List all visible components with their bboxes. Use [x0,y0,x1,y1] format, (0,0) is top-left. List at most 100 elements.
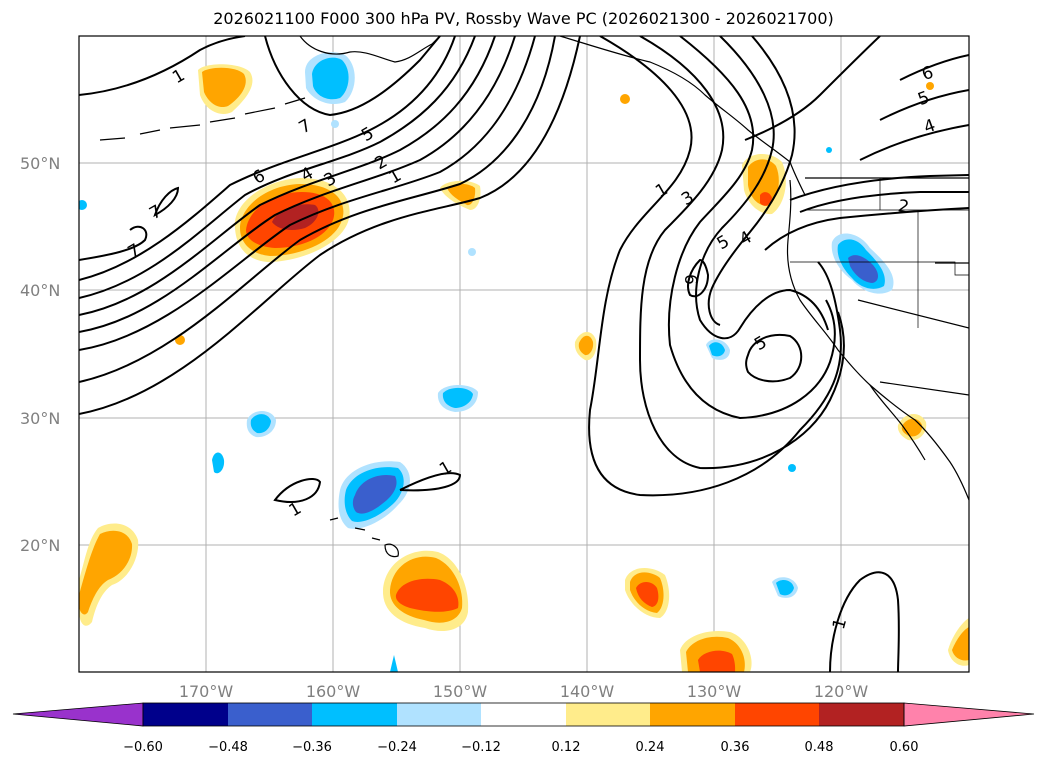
pv-contour [829,571,900,672]
map-title: 2026021100 F000 300 hPa PV, Rossby Wave … [213,9,834,28]
lon-label: 170°W [179,682,234,701]
colorbar-tick-label: 0.24 [636,740,665,755]
contour-label: 1 [829,616,851,632]
anomaly-negative-spot [79,200,87,210]
lon-label: 160°W [306,682,361,701]
pv-contour [687,258,710,298]
anomaly-positive-blob [952,627,969,661]
map-frame [78,35,970,673]
anomaly-negative-spot [331,120,339,128]
us-west-coast [786,179,969,501]
colorbar-segment [819,703,904,726]
colorbar-segment [735,703,819,726]
colorbar-tick-label: −0.36 [292,740,332,755]
pv-contour [264,36,441,117]
lat-label: 40°N [20,281,60,300]
hawaii-islands [329,517,399,558]
pv-contour [79,36,496,316]
colorbar-tick-label: −0.48 [208,740,248,755]
pv-contour [638,36,845,470]
map-panel [79,36,969,672]
anomaly-positive-spot [620,94,630,104]
anomaly-negative-blob [776,580,794,596]
anomaly-negative-blob [250,414,271,434]
lat-label: 50°N [20,154,60,173]
pv-contour [799,191,969,213]
anomaly-positive-blob [698,650,736,672]
pv-contour [879,89,969,121]
pv-contour [273,478,322,503]
anomaly-negative-blob [212,452,225,474]
colorbar-segment [397,703,481,726]
pv-contour [588,36,842,497]
colorbar-extend-low [12,702,144,727]
pv-contour [744,36,881,141]
pv-contour [399,472,462,492]
anomaly-negative-spot [390,655,398,672]
pv-contour [79,36,516,333]
pv-contour [79,36,476,299]
pv-contour [899,54,969,81]
pv-contour [667,36,836,420]
pv-contour [859,124,969,161]
colorbar-segment [312,703,397,726]
colorbar-segment [566,703,650,726]
pv-contour [153,186,180,218]
anomaly-positive-blob [202,67,246,108]
anomaly-positive-blob [395,578,459,612]
pv-contour [707,36,796,326]
alaska-coast [299,36,441,63]
pv-contour [789,174,969,201]
pv-contour [79,225,148,261]
colorbar-tick-label: −0.24 [377,740,417,755]
contour-label: 2 [896,196,910,218]
aleutian-islands [99,97,306,141]
colorbar-tick-label: −0.60 [123,740,163,755]
colorbar: −0.60 −0.48 −0.36 −0.24 −0.12 0.12 0.24 … [12,702,1035,755]
lat-label: 30°N [20,409,60,428]
colorbar-tick-label: −0.12 [461,740,501,755]
anomaly-positive-blob [748,159,779,206]
lon-label: 120°W [814,682,869,701]
colorbar-segment [481,703,566,726]
anomaly-positive-blob [447,183,476,206]
colorbar-tick-label: 0.12 [552,740,581,755]
anomaly-negative-spot [468,248,476,256]
lon-label: 150°W [433,682,488,701]
colorbar-segment [228,703,312,726]
anomaly-negative-spot [826,147,832,153]
lat-labels: 50°N 40°N 30°N 20°N [20,154,60,555]
pv-contour [764,207,969,251]
lon-label: 140°W [560,682,615,701]
colorbar-tick-label: 0.48 [805,740,834,755]
colorbar-frame [142,702,905,727]
colorbar-tick-label: 0.60 [890,740,919,755]
anomaly-negative-blob [709,342,725,357]
us-border [805,177,969,396]
contour-label: 6 [680,274,700,285]
anomaly-positive-blob [79,530,133,615]
anomaly-positive-blob [636,582,659,607]
anomaly-positive-spot [926,82,934,90]
anomaly-positive-blob [578,335,594,356]
pv-contour [79,36,556,383]
colorbar-segment [143,703,228,726]
coastlines [99,36,969,558]
pv-contour [79,36,246,96]
anomaly-positive-blob [760,192,772,206]
anomaly-negative-blob [352,474,397,514]
pv-contours [79,36,969,672]
colorbar-segment [650,703,735,726]
colorbar-tick-label: 0.36 [721,740,750,755]
pv-contour [745,334,803,383]
lon-label: 130°W [687,682,742,701]
pv-contour [79,36,581,415]
baja-california [869,384,926,461]
anomaly-negative-spot [788,464,796,472]
anomaly-negative-blob [442,387,473,408]
colorbar-extend-high [903,702,1035,727]
lon-labels: 170°W 160°W 150°W 140°W 130°W 120°W [179,682,869,701]
anomaly-negative-blob [312,57,349,100]
pv-contour [695,36,829,340]
